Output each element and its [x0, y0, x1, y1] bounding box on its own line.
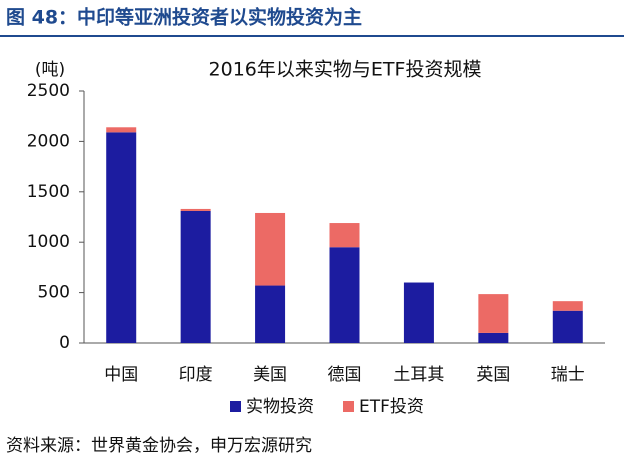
- bar-segment: [106, 127, 137, 133]
- x-tick-label: 印度: [179, 365, 213, 385]
- figure-header: 图 48：中印等亚洲投资者以实物投资为主: [6, 6, 362, 29]
- bar-segment: [552, 301, 583, 311]
- bar-segment: [478, 294, 509, 333]
- y-tick-label: 1500: [27, 182, 70, 202]
- legend-swatch: [230, 401, 241, 412]
- y-tick-label: 500: [38, 283, 70, 303]
- x-tick-label: 中国: [104, 365, 138, 385]
- x-tick-label: 土耳其: [393, 365, 444, 385]
- bar-segment: [478, 332, 509, 343]
- legend-label: ETF投资: [359, 397, 424, 417]
- y-tick-label: 2500: [27, 81, 70, 101]
- bar-segment: [552, 310, 583, 343]
- x-tick-label: 美国: [253, 365, 287, 385]
- bar-segment: [106, 132, 137, 343]
- bar-segment: [180, 208, 211, 211]
- y-axis-unit: (吨): [35, 60, 65, 80]
- bar-segment: [180, 210, 211, 343]
- x-tick-label: 瑞士: [551, 365, 585, 385]
- legend-swatch: [343, 401, 354, 412]
- chart-title: 2016年以来实物与ETF投资规模: [209, 59, 482, 81]
- source-note: 资料来源：世界黄金协会，申万宏源研究: [6, 436, 312, 456]
- y-tick-label: 1000: [27, 232, 70, 252]
- bar-segment: [403, 282, 434, 343]
- bar-segment: [255, 212, 286, 286]
- legend-label: 实物投资: [246, 397, 314, 417]
- y-tick-label: 2000: [27, 131, 70, 151]
- y-tick-label: 0: [59, 333, 70, 353]
- bar-segment: [329, 247, 360, 343]
- bar-segment: [329, 223, 360, 248]
- x-tick-label: 英国: [476, 365, 510, 385]
- bar-segment: [255, 285, 286, 343]
- x-tick-label: 德国: [328, 365, 362, 385]
